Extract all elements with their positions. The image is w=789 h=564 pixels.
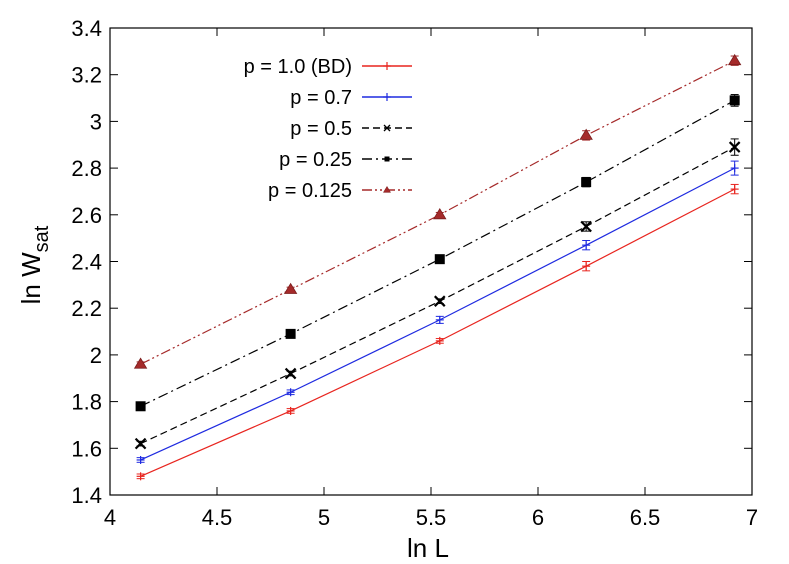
- legend-entry-0: p = 1.0 (BD): [244, 56, 412, 78]
- legend-marker: [384, 156, 390, 162]
- legend-label: p = 0.7: [290, 87, 352, 109]
- data-point: [135, 401, 146, 412]
- data-point: [284, 367, 297, 380]
- y-axis-title-main: ln W: [16, 252, 46, 304]
- y-tick-label: 1.6: [71, 436, 102, 461]
- legend-marker: [383, 124, 391, 132]
- legend: p = 1.0 (BD) p = 0.7 p = 0.5 p = 0.25 p = 0.…: [244, 56, 412, 202]
- series-line: [140, 188, 735, 477]
- x-tick-label: 7: [746, 505, 758, 530]
- data-point: [582, 241, 591, 250]
- x-axis-title: ln L: [407, 533, 449, 563]
- legend-marker: [382, 185, 392, 193]
- data-point: [286, 388, 295, 397]
- x-tick-label: 5: [318, 505, 330, 530]
- legend-label: p = 0.125: [268, 180, 352, 202]
- data-point: [579, 128, 593, 140]
- series-line: [140, 60, 735, 365]
- data-point: [729, 95, 740, 106]
- data-point: [730, 185, 739, 194]
- data-point: [136, 472, 145, 481]
- y-tick-label: 2.4: [71, 250, 102, 275]
- data-point: [133, 357, 148, 369]
- y-tick-label: 2: [90, 343, 102, 368]
- x-tick-label: 4.5: [202, 505, 233, 530]
- legend-marker: [383, 62, 391, 70]
- series-0: [136, 183, 739, 481]
- legend-entry-4: p = 0.125: [268, 180, 412, 202]
- series-1: [136, 160, 739, 464]
- legend-marker: [383, 93, 391, 101]
- legend-entry-3: p = 0.25: [279, 149, 412, 171]
- y-tick-label: 3: [90, 109, 102, 134]
- axes: 4 4.5 5 5.5 6 6.5 7 1.4 1.6 1.8 2 2.2 2.4 2.6 2.8 3 3.2 3…: [71, 16, 758, 530]
- series-3: [135, 94, 740, 412]
- series-2: [134, 138, 741, 450]
- data-point: [434, 254, 445, 265]
- series-4: [133, 53, 742, 369]
- legend-label: p = 0.5: [290, 118, 352, 140]
- y-tick-label: 2.8: [71, 156, 102, 181]
- y-tick-label: 2.6: [71, 203, 102, 228]
- y-tick-label: 3.4: [71, 16, 102, 41]
- data-point: [580, 220, 592, 233]
- data-point: [581, 177, 592, 188]
- plot-frame: [109, 27, 753, 496]
- y-tick-label: 2.2: [71, 296, 102, 321]
- legend-entry-1: p = 0.7: [290, 87, 412, 109]
- x-tick-label: 4: [104, 505, 116, 530]
- series-line: [140, 146, 735, 445]
- data-point: [134, 437, 147, 450]
- data-point: [582, 262, 591, 271]
- data-point: [285, 328, 296, 339]
- data-point: [728, 141, 741, 153]
- data-point: [435, 336, 444, 345]
- data-point: [433, 295, 446, 307]
- data-point: [136, 455, 145, 464]
- data-point: [433, 208, 447, 220]
- data-point: [435, 315, 444, 324]
- legend-entry-2: p = 0.5: [290, 118, 412, 140]
- y-axis-title: ln Wsat: [16, 225, 53, 304]
- y-tick-label: 1.8: [71, 390, 102, 415]
- data-point: [730, 164, 739, 173]
- data-point: [286, 406, 295, 415]
- y-tick-label: 1.4: [71, 483, 102, 508]
- series-layer: [133, 53, 742, 481]
- series-line: [140, 99, 735, 407]
- legend-label: p = 0.25: [279, 149, 352, 171]
- y-axis-title-subscript: sat: [31, 225, 53, 252]
- legend-label: p = 1.0 (BD): [244, 56, 352, 78]
- x-tick-label: 5.5: [416, 505, 447, 530]
- x-tick-label: 6.5: [630, 505, 661, 530]
- y-tick-label: 3.2: [71, 63, 102, 88]
- x-tick-label: 6: [532, 505, 544, 530]
- data-point: [283, 282, 298, 294]
- data-point: [727, 53, 742, 66]
